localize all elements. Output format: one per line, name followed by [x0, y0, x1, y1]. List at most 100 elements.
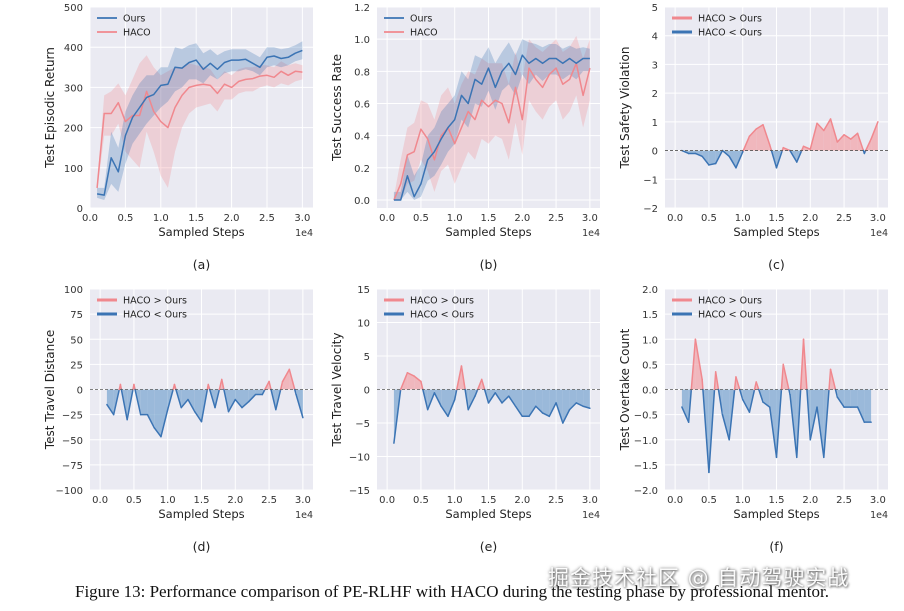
difference-line-negative: [474, 388, 479, 397]
difference-line-negative: [270, 388, 277, 411]
y-axis-label: Test Travel Distance: [43, 330, 57, 450]
difference-line-positive: [809, 122, 818, 150]
series-line-haco: [393, 62, 591, 201]
x-axis-label: Sampled Steps: [733, 225, 819, 239]
x-axis-label: Sampled Steps: [158, 507, 244, 521]
area-fill-haco-less: [742, 389, 750, 413]
difference-line-negative: [775, 149, 784, 169]
x-tick-label: 2.5: [259, 213, 275, 224]
x-tick-label: 0.5: [701, 495, 717, 506]
difference-line-negative: [261, 388, 266, 396]
y-tick-label: 5: [364, 352, 370, 363]
difference-line-negative: [681, 406, 690, 423]
area-fill-haco-less: [556, 389, 563, 423]
difference-line-negative: [453, 388, 458, 401]
panel-label: (a): [193, 257, 210, 272]
x-offset-label: 1e4: [295, 510, 313, 521]
x-tick-label: 3.0: [870, 495, 886, 506]
difference-line-negative: [464, 388, 469, 411]
difference-line-negative: [768, 406, 778, 459]
y-tick-label: −50: [62, 436, 83, 447]
y-axis-label: Test Safety Violation: [618, 47, 632, 170]
difference-line-positive: [802, 145, 812, 150]
x-tick-label: 2.0: [224, 213, 240, 224]
area-fill-haco-less: [722, 389, 730, 440]
area-fill-haco-less: [729, 150, 736, 168]
difference-line-positive: [480, 378, 486, 391]
difference-line-negative: [535, 405, 544, 414]
legend-label: HACO > Ours: [698, 14, 762, 25]
difference-line-negative: [717, 388, 724, 416]
confidence-band-ours: [97, 41, 303, 201]
difference-line-negative: [440, 405, 449, 418]
y-tick-label: 500: [64, 3, 83, 14]
difference-line-negative: [728, 155, 737, 169]
area-fill-haco-less: [228, 389, 236, 412]
y-tick-label: 3: [652, 60, 658, 71]
x-axis-label: Sampled Steps: [158, 225, 244, 239]
difference-line-negative: [796, 388, 802, 459]
x-tick-label: 0.0: [379, 213, 395, 224]
difference-line-positive: [799, 338, 805, 391]
difference-line-negative: [541, 412, 551, 418]
y-tick-label: 400: [64, 43, 83, 54]
area-fill-haco-less: [140, 389, 148, 415]
y-tick-label: 0.6: [354, 99, 370, 110]
x-tick-label: 0.5: [126, 495, 142, 506]
y-tick-label: 0.4: [354, 132, 370, 143]
y-tick-label: 0.2: [354, 164, 370, 175]
difference-line-positive: [413, 375, 422, 383]
y-tick-label: 100: [64, 164, 83, 175]
difference-line-positive: [133, 383, 136, 391]
difference-line-negative: [770, 149, 778, 169]
y-tick-label: 4: [652, 32, 658, 43]
difference-line-positive: [476, 378, 483, 391]
difference-line-negative: [735, 151, 744, 169]
difference-line-positive: [281, 368, 291, 383]
y-tick-label: 0.0: [642, 386, 658, 397]
area-fill-haco-greater: [407, 372, 415, 390]
difference-line-negative: [393, 388, 402, 444]
difference-line-positive: [694, 338, 703, 381]
difference-line-negative: [834, 388, 839, 398]
difference-line-positive: [268, 380, 272, 391]
x-offset-label: 1e4: [295, 228, 313, 239]
difference-line-negative: [694, 152, 703, 158]
x-tick-label: 0.0: [667, 213, 683, 224]
area-fill-haco-greater: [850, 133, 858, 151]
series-line-ours: [393, 54, 590, 201]
difference-line-positive: [288, 368, 296, 391]
y-tick-label: 0: [652, 147, 658, 158]
x-tick-label: 3.0: [582, 495, 598, 506]
x-tick-label: 3.0: [295, 495, 311, 506]
x-tick-label: 2.0: [514, 495, 530, 506]
watermark: 掘金技术社区 @ 自动驾驶实战: [548, 566, 850, 590]
area-fill-haco-less: [708, 150, 716, 165]
area-fill-haco-greater: [414, 376, 421, 390]
difference-line-positive: [742, 135, 751, 152]
difference-line-positive: [714, 371, 720, 391]
y-tick-label: −100: [56, 486, 83, 497]
difference-line-negative: [788, 388, 791, 396]
difference-line-negative: [568, 402, 578, 411]
x-axis-label: Sampled Steps: [733, 507, 819, 521]
y-tick-label: 1.0: [642, 335, 658, 346]
area-fill-haco-less: [522, 389, 529, 417]
difference-line-negative: [816, 406, 825, 459]
difference-line-negative: [134, 388, 142, 416]
x-tick-label: 1.5: [188, 213, 204, 224]
area-fill-haco-less: [502, 389, 509, 403]
area-fill-haco-less: [542, 389, 550, 417]
area-fill-haco-less: [569, 389, 577, 410]
x-tick-label: 1.0: [735, 495, 751, 506]
y-tick-label: −15: [349, 486, 370, 497]
y-tick-label: −2: [643, 204, 658, 215]
area-fill-haco-greater: [823, 119, 831, 151]
y-tick-label: 10: [357, 319, 370, 330]
plot-background: [90, 7, 313, 208]
difference-line-negative: [275, 388, 282, 411]
chart-a: 0.0 0.5 1.0 1.5 2.0 2.5 3.0 0 100 200 300 400 500 Sam…: [43, 3, 313, 272]
legend-label: HACO < Ours: [123, 310, 187, 321]
y-tick-label: 0: [77, 204, 83, 215]
area-fill-haco-less: [255, 389, 263, 395]
